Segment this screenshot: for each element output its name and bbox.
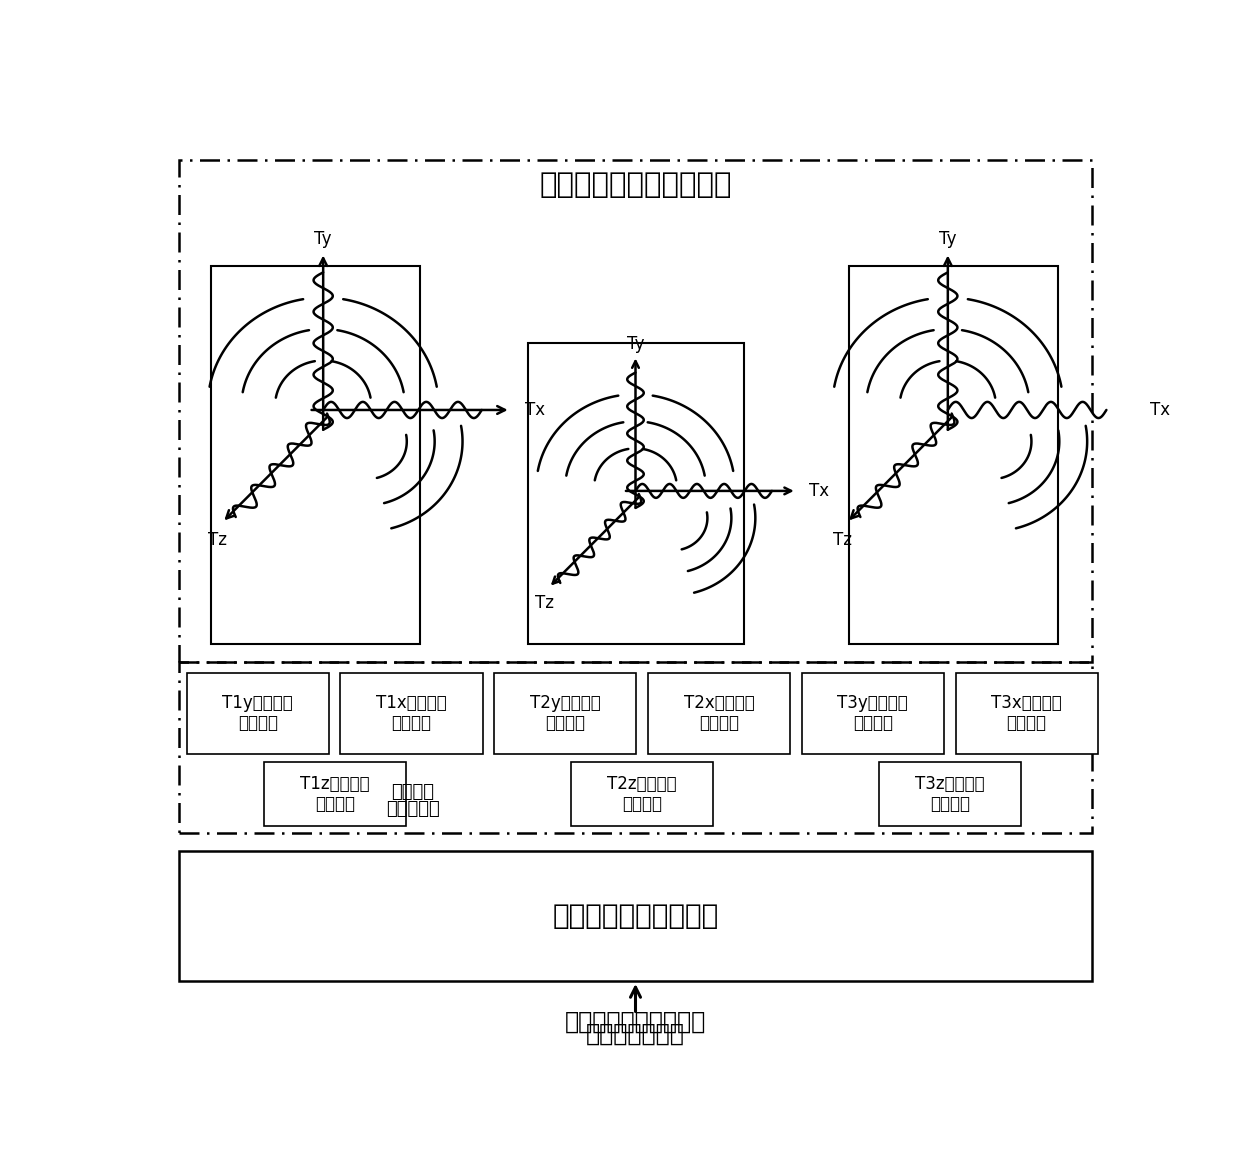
Text: T2z激励电流
发生电路: T2z激励电流 发生电路 (608, 774, 677, 813)
Text: T1z激励电流
发生电路: T1z激励电流 发生电路 (300, 774, 370, 813)
Text: 激励电流: 激励电流 (391, 784, 434, 801)
Text: 发生电路组: 发生电路组 (386, 800, 439, 819)
Text: Tz: Tz (832, 531, 852, 549)
Text: Tx: Tx (1149, 401, 1169, 419)
Bar (187, 673, 329, 753)
Bar (849, 266, 1058, 644)
Bar (264, 762, 405, 827)
Bar (956, 673, 1097, 753)
Text: T1x激励电流
发生电路: T1x激励电流 发生电路 (376, 694, 446, 732)
Text: T2x激励电流
发生电路: T2x激励电流 发生电路 (683, 694, 754, 732)
Text: Tx: Tx (525, 401, 546, 419)
Text: 三轴正交磁场发射天线组: 三轴正交磁场发射天线组 (539, 172, 732, 199)
Text: T3y激励电流
发生电路: T3y激励电流 发生电路 (837, 694, 908, 732)
Text: Ty: Ty (315, 230, 332, 248)
Text: Tz: Tz (208, 531, 227, 549)
Bar (879, 762, 1021, 827)
Text: Ty: Ty (626, 335, 645, 353)
Bar (528, 342, 744, 644)
Bar (572, 762, 713, 827)
Text: 磁场频率功率控制单元: 磁场频率功率控制单元 (552, 902, 719, 930)
Text: T2y激励电流
发生电路: T2y激励电流 发生电路 (529, 694, 600, 732)
Bar (341, 673, 482, 753)
Text: 和功率控制指令: 和功率控制指令 (587, 1022, 684, 1047)
Bar (802, 673, 944, 753)
Text: T3z激励电流
发生电路: T3z激励电流 发生电路 (915, 774, 985, 813)
Bar (179, 160, 1092, 662)
Bar (649, 673, 790, 753)
Bar (179, 662, 1092, 833)
Text: T1y激励电流
发生电路: T1y激励电流 发生电路 (222, 694, 293, 732)
Text: Ty: Ty (939, 230, 956, 248)
Bar (211, 266, 420, 644)
Text: 上位机的频率控制指令: 上位机的频率控制指令 (565, 1009, 706, 1034)
Text: Tz: Tz (536, 595, 554, 612)
Bar (495, 673, 636, 753)
Text: T3x激励电流
发生电路: T3x激励电流 发生电路 (991, 694, 1061, 732)
Bar (179, 850, 1092, 981)
Text: Tx: Tx (808, 482, 830, 500)
